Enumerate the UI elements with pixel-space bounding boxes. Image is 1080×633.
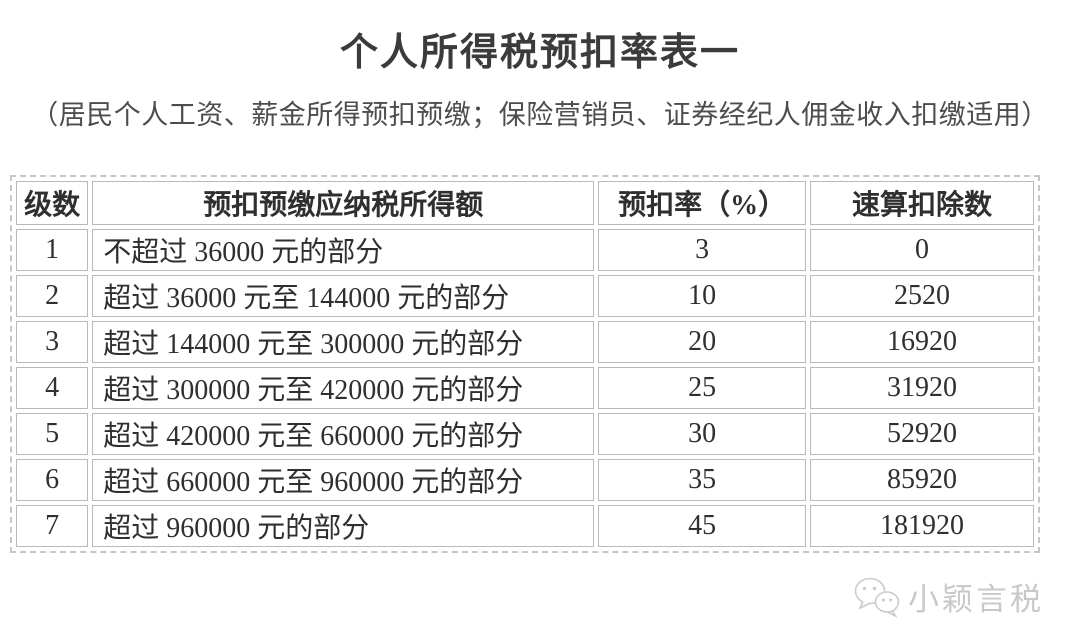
table-cell: 2520 [810, 274, 1034, 317]
table-row: 4 超过 300000 元至 420000 元的部分 25 31920 [16, 366, 1034, 409]
table-cell: 85920 [810, 458, 1034, 501]
table-cell: 10 [598, 274, 807, 317]
table-cell: 5 [16, 412, 89, 455]
table-cell: 30 [598, 412, 807, 455]
table-cell: 7 [16, 504, 89, 547]
table-cell: 超过 960000 元的部分 [92, 504, 595, 547]
page-title: 个人所得税预扣率表一 [339, 32, 740, 74]
table-header-row: 级数 预扣预缴应纳税所得额 预扣率（%） 速算扣除数 [16, 180, 1034, 225]
table-cell: 52920 [810, 412, 1034, 455]
table-row: 6 超过 660000 元至 960000 元的部分 35 85920 [16, 458, 1034, 501]
table-cell: 20 [598, 320, 807, 363]
watermark-label: 小颖言税 [908, 582, 1044, 617]
table-cell: 4 [16, 366, 89, 409]
table-cell: 31920 [810, 366, 1034, 409]
header-withholding-rate: 预扣率（%） [598, 180, 807, 225]
table-cell: 25 [598, 366, 807, 409]
table-cell: 35 [598, 458, 807, 501]
watermark: 小颖言税 [851, 574, 1044, 619]
table-cell: 0 [810, 228, 1034, 271]
table-cell: 超过 300000 元至 420000 元的部分 [92, 366, 595, 409]
table-cell: 超过 144000 元至 300000 元的部分 [92, 320, 595, 363]
table-row: 5 超过 420000 元至 660000 元的部分 30 52920 [16, 412, 1034, 455]
table-cell: 16920 [810, 320, 1034, 363]
page-subtitle: （居民个人工资、薪金所得预扣预缴；保险营销员、证券经纪人佣金收入扣缴适用） [31, 99, 1049, 130]
table-cell: 45 [598, 504, 807, 547]
wechat-icon [854, 577, 900, 618]
table-body: 1 不超过 36000 元的部分 3 0 2 超过 36000 元至 144000 元的部… [16, 228, 1034, 547]
table-row: 2 超过 36000 元至 144000 元的部分 10 2520 [16, 274, 1034, 317]
tax-rate-table: 级数 预扣预缴应纳税所得额 预扣率（%） 速算扣除数 1 不超过 36000 元的… [10, 174, 1040, 553]
table-cell: 181920 [810, 504, 1034, 547]
table-cell: 超过 420000 元至 660000 元的部分 [92, 412, 595, 455]
table-cell: 6 [16, 458, 89, 501]
table-cell: 3 [16, 320, 89, 363]
table-cell: 1 [16, 228, 89, 271]
table-row: 7 超过 960000 元的部分 45 181920 [16, 504, 1034, 547]
table-cell: 超过 36000 元至 144000 元的部分 [92, 274, 595, 317]
table-row: 1 不超过 36000 元的部分 3 0 [16, 228, 1034, 271]
table-cell: 不超过 36000 元的部分 [92, 228, 595, 271]
table-cell: 超过 660000 元至 960000 元的部分 [92, 458, 595, 501]
header-taxable-income: 预扣预缴应纳税所得额 [92, 180, 595, 225]
header-quick-deduction: 速算扣除数 [810, 180, 1034, 225]
table-row: 3 超过 144000 元至 300000 元的部分 20 16920 [16, 320, 1034, 363]
header-level: 级数 [16, 180, 89, 225]
table-cell: 2 [16, 274, 89, 317]
table-cell: 3 [598, 228, 807, 271]
